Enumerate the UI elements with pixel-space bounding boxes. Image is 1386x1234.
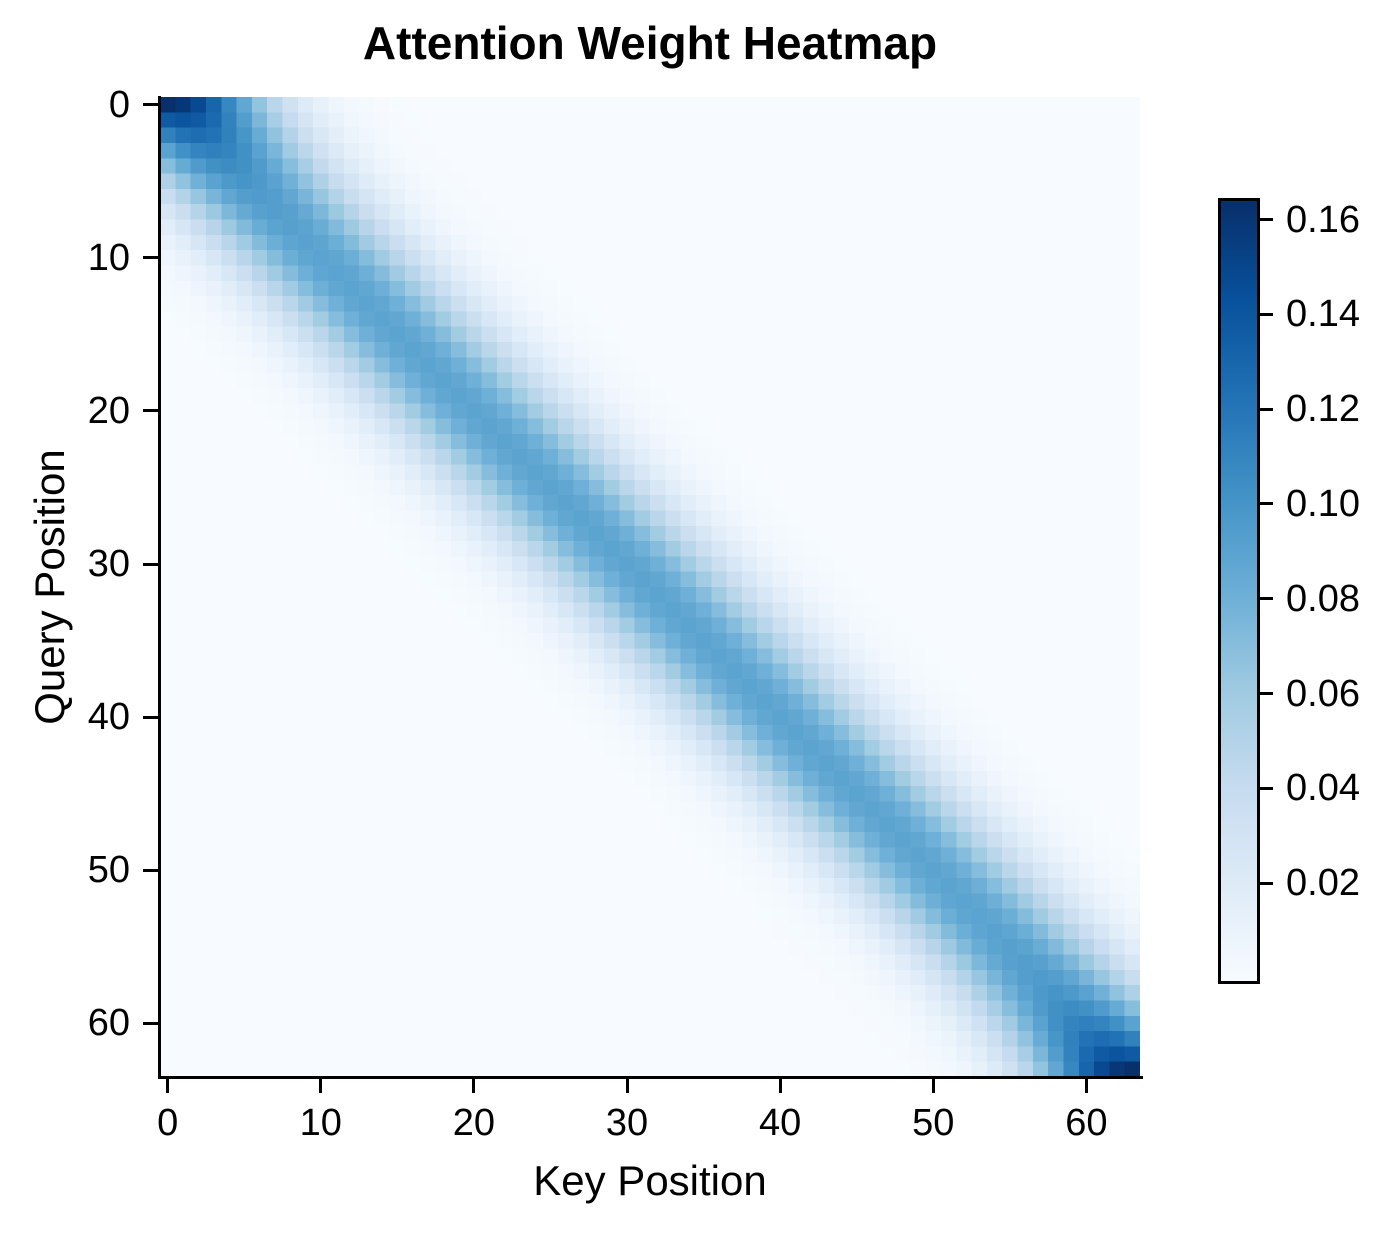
colorbar-tick-label: 0.06 [1286,672,1360,715]
y-tick-label: 10 [87,236,130,279]
y-tick-mark [143,409,160,413]
colorbar-tick-label: 0.10 [1286,482,1360,525]
x-tick-mark [778,1076,782,1093]
x-tick-label: 0 [157,1102,179,1144]
colorbar-tick-mark [1257,407,1273,411]
y-tick-label: 40 [87,696,130,739]
y-tick-mark [143,715,160,719]
x-tick-mark [1084,1076,1088,1093]
y-tick-mark [143,256,160,260]
colorbar-tick-mark [1257,881,1273,885]
y-tick-mark [143,1021,160,1025]
x-tick-label: 60 [1065,1102,1108,1144]
x-tick-label: 20 [452,1102,496,1144]
colorbar-tick-label: 0.08 [1286,577,1360,620]
colorbar-tick-mark [1257,312,1273,316]
y-tick-label: 50 [87,849,130,892]
x-tick-mark [931,1076,935,1093]
colorbar-tick-label: 0.14 [1286,293,1360,336]
x-axis-label: Key Position [533,1157,767,1204]
y-tick-label: 60 [87,1002,130,1045]
x-tick-mark [166,1076,170,1093]
colorbar-tick-mark [1257,692,1273,696]
colorbar-tick-label: 0.16 [1286,198,1360,241]
x-tick-label: 10 [299,1102,342,1144]
y-axis-spine [158,96,161,1079]
x-tick-mark [319,1076,323,1093]
y-axis-label: Query Position [26,449,73,725]
x-axis-spine [158,1076,1143,1079]
chart-title: Attention Weight Heatmap [362,17,938,69]
y-tick-label: 0 [108,83,130,126]
colorbar-tick-mark [1257,218,1273,222]
colorbar-tick-label: 0.12 [1286,388,1360,431]
colorbar-tick-mark [1257,597,1273,601]
colorbar-tick-mark [1257,786,1273,790]
colorbar-tick-mark [1257,502,1273,506]
x-tick-mark [472,1076,476,1093]
x-tick-label: 50 [912,1102,955,1144]
y-tick-mark [143,868,160,872]
x-tick-label: 30 [605,1102,649,1144]
x-tick-label: 40 [759,1102,802,1144]
colorbar-tick-label: 0.04 [1286,767,1360,810]
y-tick-label: 20 [87,389,130,432]
y-tick-label: 30 [87,543,130,586]
colorbar [1218,198,1260,984]
x-tick-mark [625,1076,629,1093]
heatmap-canvas [160,97,1140,1077]
colorbar-tick-label: 0.02 [1286,862,1360,905]
y-tick-mark [143,103,160,107]
y-tick-mark [143,562,160,566]
